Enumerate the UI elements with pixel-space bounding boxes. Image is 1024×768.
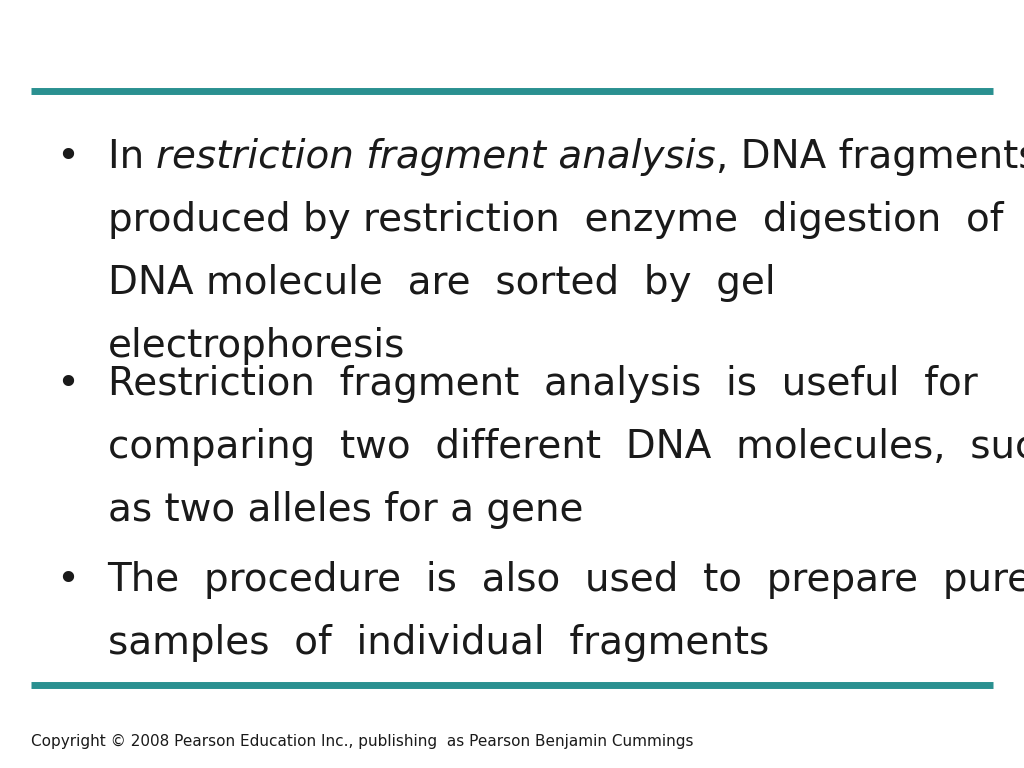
Text: comparing  two  different  DNA  molecules,  such: comparing two different DNA molecules, s… [108, 428, 1024, 465]
Text: In: In [108, 138, 156, 176]
Text: •: • [56, 365, 79, 402]
Text: produced by restriction  enzyme  digestion  of  a: produced by restriction enzyme digestion… [108, 201, 1024, 239]
Text: •: • [56, 561, 79, 598]
Text: Restriction  fragment  analysis  is  useful  for: Restriction fragment analysis is useful … [108, 365, 977, 402]
Text: , DNA fragments: , DNA fragments [716, 138, 1024, 176]
Text: The  procedure  is  also  used  to  prepare  pure: The procedure is also used to prepare pu… [108, 561, 1024, 598]
Text: Copyright © 2008 Pearson Education Inc., publishing  as Pearson Benjamin Cumming: Copyright © 2008 Pearson Education Inc.,… [31, 733, 693, 749]
Text: samples  of  individual  fragments: samples of individual fragments [108, 624, 769, 661]
Text: electrophoresis: electrophoresis [108, 327, 404, 365]
Text: •: • [56, 138, 79, 176]
Text: restriction fragment analysis: restriction fragment analysis [156, 138, 716, 176]
Text: as two alleles for a gene: as two alleles for a gene [108, 491, 583, 528]
Text: DNA molecule  are  sorted  by  gel: DNA molecule are sorted by gel [108, 264, 775, 302]
